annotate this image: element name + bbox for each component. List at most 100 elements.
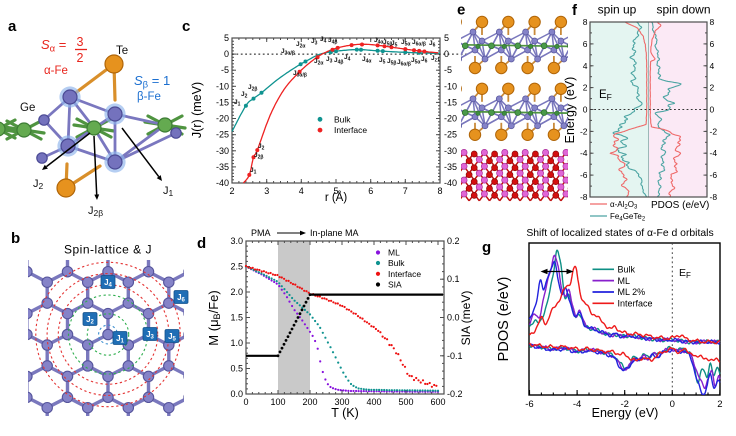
svg-text:J2β: J2β [248, 84, 257, 93]
svg-text:r (Å): r (Å) [325, 191, 348, 204]
svg-text:J4α: J4α [362, 56, 372, 65]
svg-text:-8: -8 [710, 192, 718, 202]
svg-text:J2α: J2α [314, 58, 324, 67]
svg-text:-35: -35 [444, 162, 457, 172]
svg-text:J1: J1 [250, 167, 257, 176]
svg-text:500: 500 [398, 397, 413, 407]
svg-text:100: 100 [270, 397, 285, 407]
svg-text:600: 600 [430, 397, 445, 407]
svg-text:d: d [197, 235, 206, 252]
svg-text:Sα =: Sα = [41, 37, 66, 55]
svg-text:3: 3 [77, 35, 84, 49]
svg-text:6: 6 [368, 186, 373, 196]
svg-text:J3α/β: J3α/β [281, 48, 295, 57]
svg-text:J3: J3 [146, 330, 154, 341]
svg-text:J2β: J2β [254, 152, 263, 161]
svg-text:-0.2: -0.2 [447, 389, 463, 399]
svg-text:Energy (eV): Energy (eV) [592, 406, 659, 420]
svg-text:a: a [8, 18, 17, 35]
svg-text:2: 2 [717, 399, 722, 410]
svg-text:4: 4 [583, 61, 588, 71]
svg-text:7: 7 [403, 186, 408, 196]
svg-text:5: 5 [333, 186, 338, 196]
svg-text:J5: J5 [391, 40, 398, 49]
svg-text:-40: -40 [216, 178, 229, 188]
svg-text:-6: -6 [525, 399, 533, 410]
svg-text:6: 6 [583, 39, 588, 49]
svg-text:-6: -6 [580, 170, 588, 180]
svg-text:J2β: J2β [88, 205, 103, 218]
svg-text:J2α: J2α [296, 41, 306, 50]
svg-text:-8: -8 [580, 192, 588, 202]
svg-text:4: 4 [710, 61, 715, 71]
svg-text:-30: -30 [444, 146, 457, 156]
svg-text:-15: -15 [444, 97, 457, 107]
svg-text:β-Fe: β-Fe [137, 91, 161, 103]
svg-text:SIA: SIA [388, 280, 402, 290]
svg-text:EF: EF [679, 267, 691, 280]
svg-text:-15: -15 [216, 97, 229, 107]
svg-text:J5α: J5α [411, 57, 421, 66]
svg-text:SIA (meV): SIA (meV) [459, 291, 473, 346]
svg-text:b: b [11, 230, 20, 247]
svg-text:Spin-lattice & J: Spin-lattice & J [64, 242, 152, 256]
svg-text:-25: -25 [216, 130, 229, 140]
svg-text:8: 8 [437, 186, 442, 196]
svg-text:Interface: Interface [618, 299, 653, 309]
svg-text:0: 0 [670, 399, 675, 410]
svg-text:J1: J1 [116, 334, 124, 345]
svg-text:c: c [182, 18, 190, 35]
svg-text:J4α: J4α [374, 37, 384, 46]
svg-text:J6: J6 [421, 56, 428, 65]
svg-text:0.1: 0.1 [447, 274, 460, 284]
svg-text:Shift of localized states of α: Shift of localized states of α-Fe d orbi… [526, 228, 713, 239]
svg-text:-6: -6 [710, 170, 718, 180]
svg-text:J1: J1 [234, 99, 241, 108]
svg-text:Sβ = 1: Sβ = 1 [134, 73, 170, 91]
svg-text:g: g [482, 239, 491, 256]
svg-text:PDOS (e/eV): PDOS (e/eV) [496, 277, 512, 362]
svg-text:J(r) (meV): J(r) (meV) [190, 82, 204, 138]
svg-text:4: 4 [299, 186, 304, 196]
svg-text:-4: -4 [710, 148, 718, 158]
svg-text:In-plane MA: In-plane MA [310, 228, 359, 238]
svg-text:J6: J6 [177, 293, 185, 304]
svg-text:α-Al2O3: α-Al2O3 [610, 200, 638, 211]
svg-text:J6α/β: J6α/β [397, 59, 411, 68]
svg-text:-5: -5 [444, 65, 452, 75]
svg-text:EF: EF [599, 89, 612, 102]
svg-text:J3: J3 [326, 56, 333, 65]
svg-text:Jz1: Jz1 [431, 55, 440, 64]
svg-text:-25: -25 [444, 130, 457, 140]
svg-text:0.0: 0.0 [230, 389, 243, 399]
svg-text:Bulk: Bulk [334, 114, 351, 124]
svg-text:J4: J4 [344, 54, 351, 63]
svg-text:-2: -2 [710, 126, 718, 136]
svg-text:J5α: J5α [401, 39, 411, 48]
svg-text:J5β: J5β [383, 39, 392, 48]
svg-text:spin down: spin down [656, 3, 710, 17]
svg-text:T (K): T (K) [331, 406, 359, 420]
svg-text:-20: -20 [444, 114, 457, 124]
svg-text:2.5: 2.5 [230, 262, 243, 272]
svg-text:-35: -35 [216, 162, 229, 172]
svg-text:0: 0 [224, 49, 229, 59]
svg-text:J2: J2 [241, 91, 248, 100]
svg-text:J4: J4 [320, 36, 327, 45]
svg-text:M (μB/Fe): M (μB/Fe) [206, 290, 222, 345]
svg-text:2: 2 [583, 83, 588, 93]
svg-text:J4β: J4β [328, 37, 337, 46]
svg-text:J1: J1 [163, 185, 174, 198]
svg-text:300: 300 [334, 397, 349, 407]
svg-text:-10: -10 [216, 81, 229, 91]
svg-text:8: 8 [583, 17, 588, 27]
svg-text:-10: -10 [444, 81, 457, 91]
svg-text:-40: -40 [444, 178, 457, 188]
svg-text:5: 5 [444, 33, 449, 43]
svg-text:Interface: Interface [334, 125, 367, 135]
svg-text:α-Fe: α-Fe [44, 65, 68, 77]
svg-text:0: 0 [583, 105, 588, 115]
svg-text:0.2: 0.2 [447, 236, 460, 246]
svg-text:Interface: Interface [388, 269, 421, 279]
svg-text:2: 2 [710, 83, 715, 93]
